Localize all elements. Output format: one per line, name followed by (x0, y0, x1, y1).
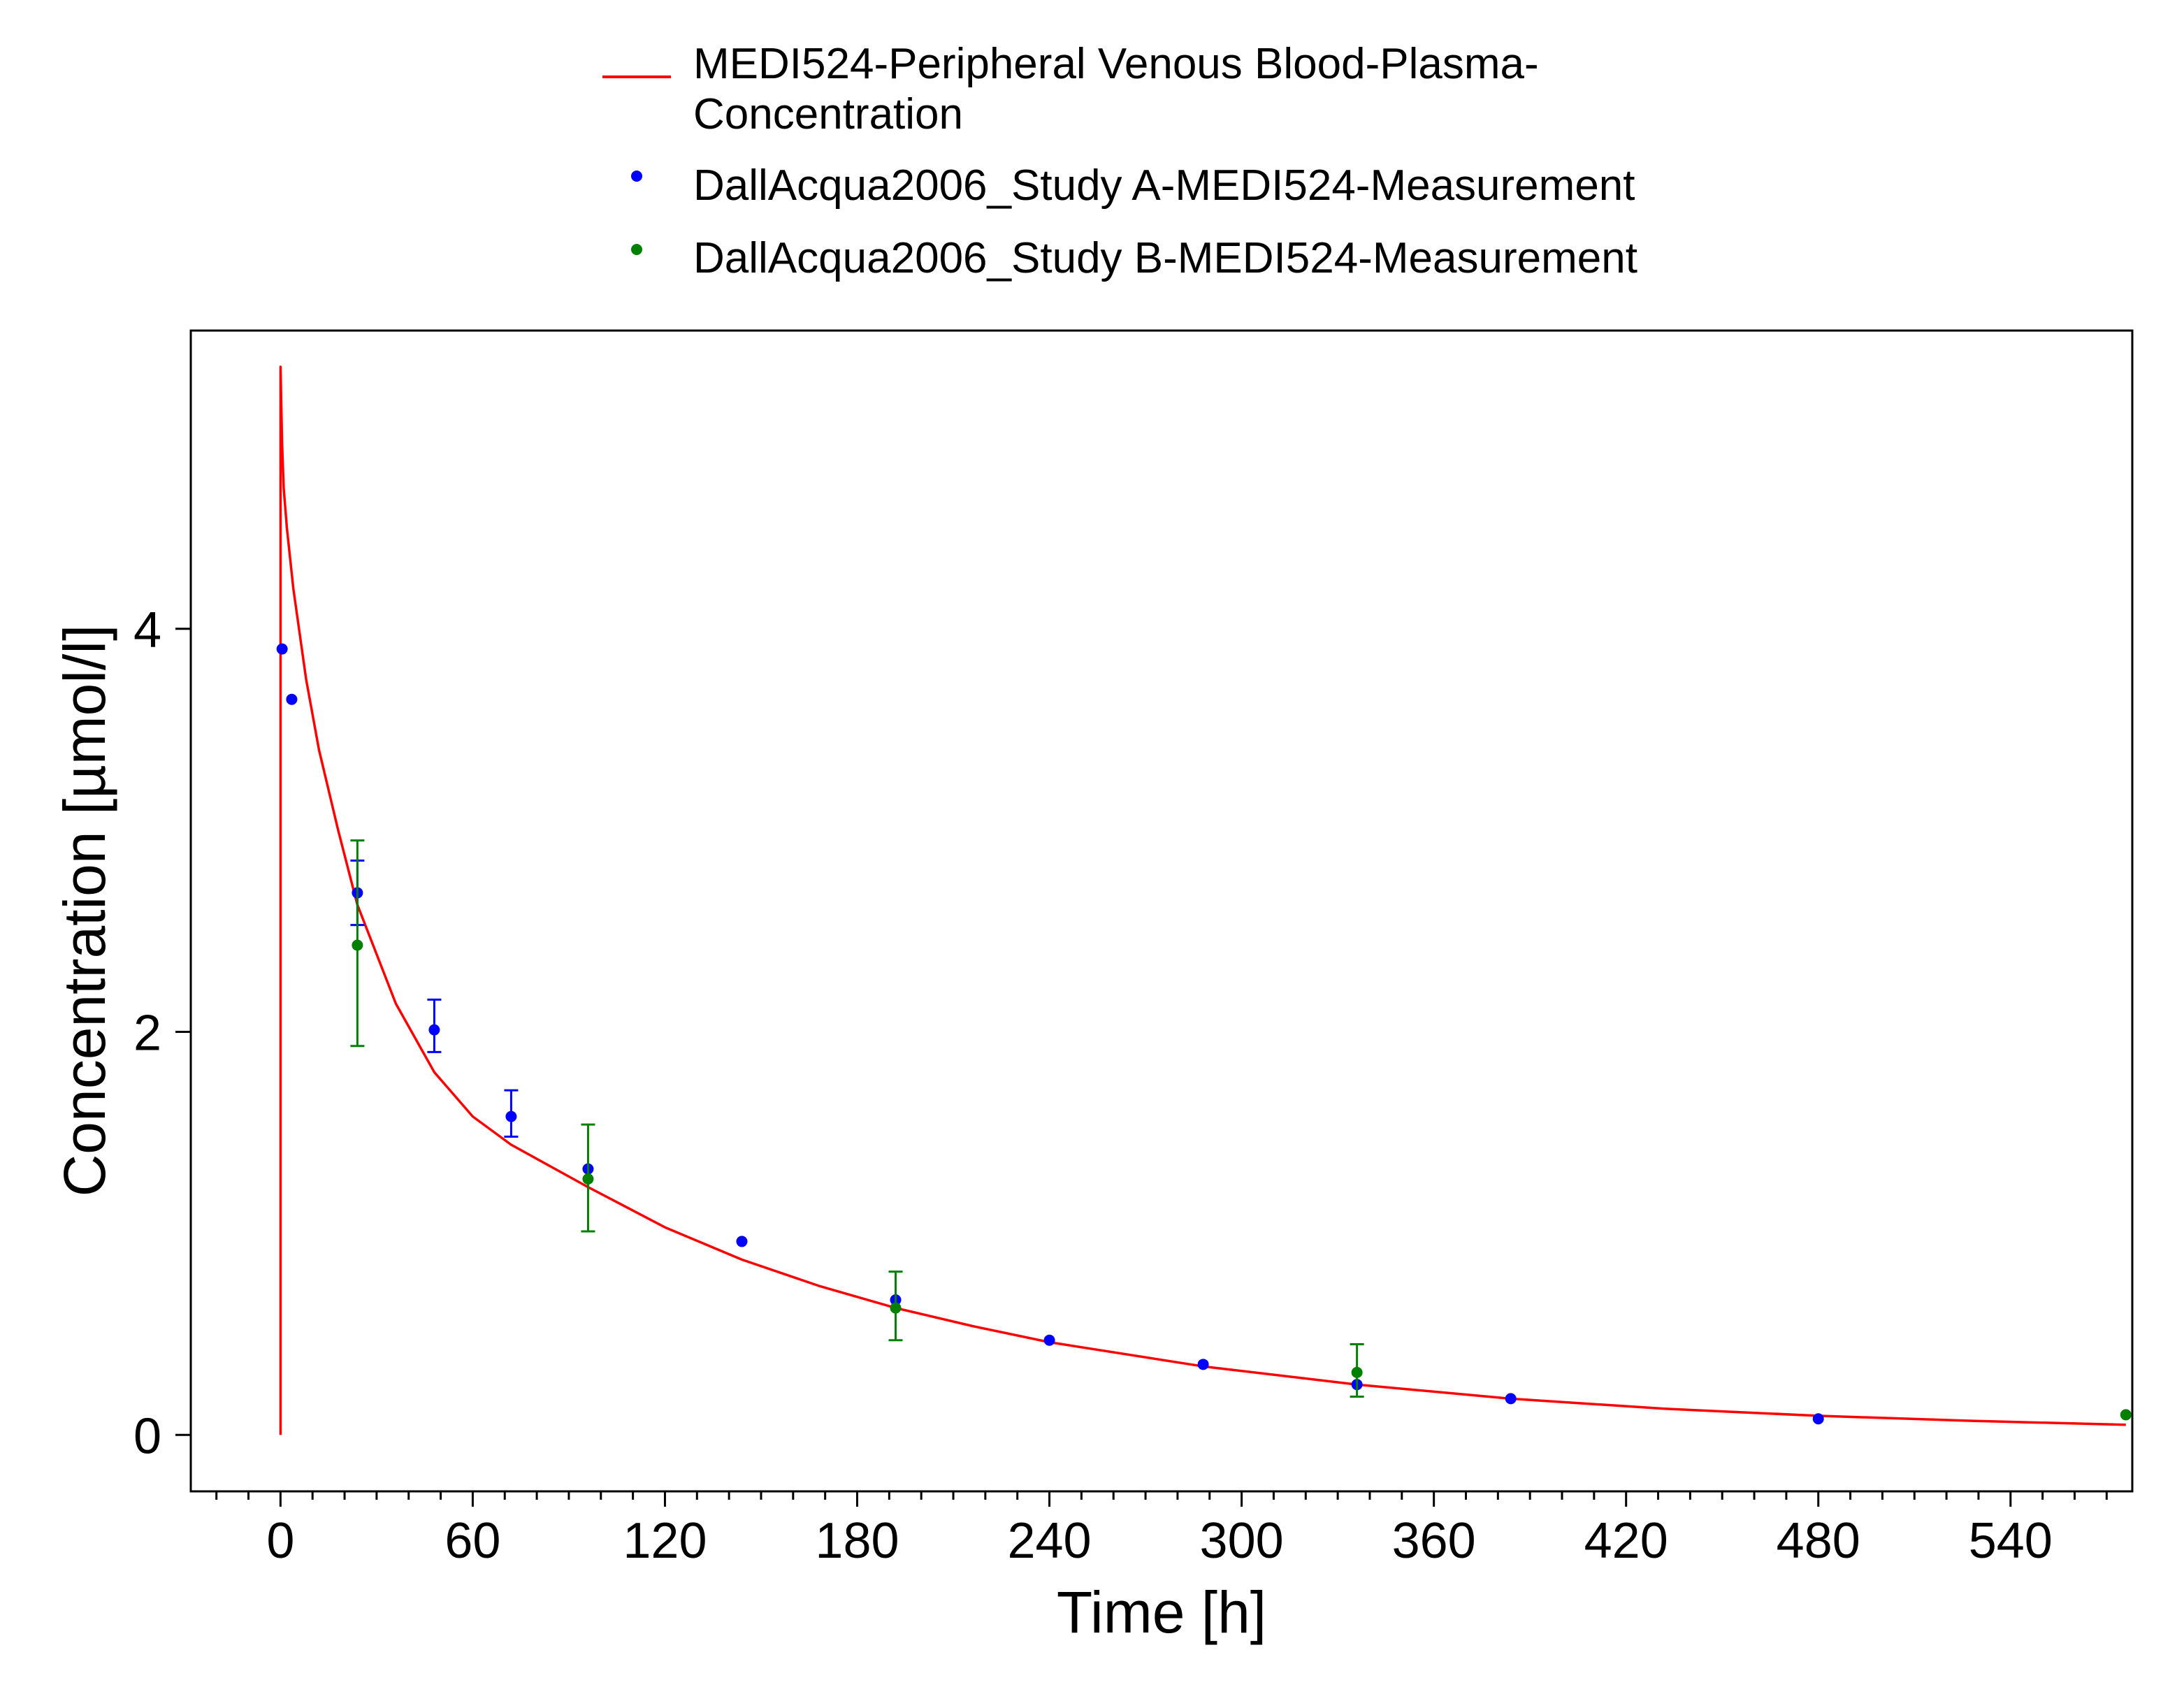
x-tick-label: 240 (1007, 1513, 1091, 1569)
y-axis-label: Concentration [µmol/l] (52, 625, 117, 1197)
data-point-study-b (890, 1302, 902, 1314)
x-tick-label: 0 (266, 1513, 294, 1569)
x-tick-label: 120 (623, 1513, 707, 1569)
data-point-study-a (505, 1110, 517, 1122)
data-point-study-a (276, 643, 288, 655)
data-point-study-b (2120, 1409, 2132, 1421)
legend-label-study-a: DallAcqua2006_Study A-MEDI524-Measuremen… (693, 161, 1635, 210)
legend: MEDI524-Peripheral Venous Blood-Plasma- … (602, 40, 1637, 282)
x-tick-label: 540 (1969, 1513, 2053, 1569)
data-point-study-a (736, 1236, 748, 1247)
y-tick-label: 4 (133, 602, 161, 658)
data-point-study-a (286, 693, 298, 705)
data-point-study-a (1043, 1334, 1055, 1346)
x-tick-label: 180 (815, 1513, 899, 1569)
x-axis-label: Time [h] (1057, 1579, 1266, 1645)
legend-label-model-line-2: Concentration (693, 90, 963, 138)
data-point-study-b (1351, 1366, 1363, 1378)
y-tick-label: 2 (133, 1006, 161, 1062)
data-point-study-a (1505, 1393, 1517, 1405)
plot-area-border (189, 329, 2134, 1493)
legend-label-study-b: DallAcqua2006_Study B-MEDI524-Measuremen… (693, 234, 1637, 282)
series-group (279, 365, 2126, 1435)
data-point-study-b (582, 1173, 594, 1185)
series-group (276, 643, 1824, 1425)
data-point-study-a (1812, 1413, 1824, 1425)
series-group (350, 839, 2132, 1421)
y-tick-label: 0 (133, 1408, 161, 1464)
x-tick-label: 60 (444, 1513, 500, 1569)
legend-swatch-study-b (631, 244, 642, 255)
model-simulation-line (279, 365, 2126, 1435)
legend-swatch-study-a (631, 171, 642, 182)
data-point-study-a (1197, 1359, 1209, 1370)
data-point-study-a (428, 1024, 440, 1036)
x-tick-label: 300 (1200, 1513, 1284, 1569)
x-tick-label: 420 (1584, 1513, 1668, 1569)
series-layer (276, 365, 2132, 1435)
x-tick-label: 480 (1777, 1513, 1860, 1569)
x-axis: 0 60 120 180 240 300 360 420 480 540 (215, 1491, 2108, 1569)
x-tick-label: 360 (1392, 1513, 1476, 1569)
data-point-study-b (352, 939, 363, 951)
legend-label-model-line-1: MEDI524-Peripheral Venous Blood-Plasma- (693, 40, 1539, 88)
y-axis: 0 2 4 (133, 602, 191, 1464)
